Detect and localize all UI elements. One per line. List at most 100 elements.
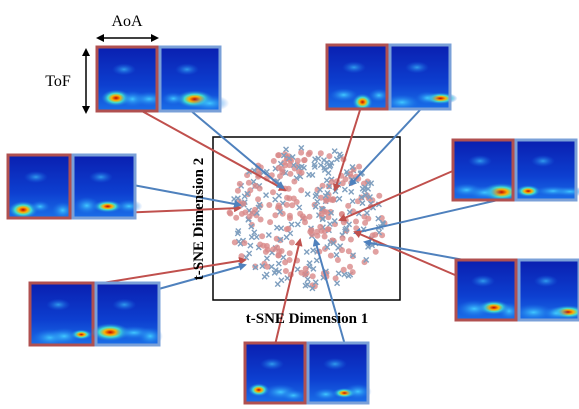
- point: [339, 247, 345, 253]
- heatmap: [30, 283, 93, 346]
- cross: [284, 235, 289, 240]
- blob: [24, 171, 48, 183]
- point: [253, 183, 259, 189]
- cross: [337, 196, 342, 201]
- point: [239, 253, 245, 259]
- blob: [190, 95, 229, 112]
- cross: [279, 226, 284, 231]
- point: [335, 257, 341, 263]
- cross: [334, 252, 339, 257]
- point: [275, 152, 281, 158]
- point: [279, 169, 285, 175]
- point: [326, 153, 332, 159]
- arrow: [90, 260, 245, 285]
- blob: [531, 155, 555, 167]
- point: [353, 219, 359, 225]
- heatmap: [384, 45, 457, 110]
- cross: [304, 250, 309, 255]
- cross: [276, 261, 281, 266]
- point: [339, 211, 345, 217]
- blob: [415, 92, 439, 105]
- point: [237, 181, 243, 187]
- heatmap: [516, 140, 579, 200]
- blob: [543, 307, 569, 320]
- point: [356, 164, 362, 170]
- cross: [350, 199, 355, 204]
- point: [270, 189, 276, 195]
- blob: [30, 201, 50, 213]
- point: [240, 201, 246, 207]
- point: [232, 239, 238, 245]
- blob: [467, 186, 502, 199]
- heatmap: [514, 260, 579, 321]
- point: [285, 226, 291, 232]
- cross: [295, 222, 300, 227]
- point: [347, 264, 353, 270]
- cross: [266, 232, 271, 237]
- point: [322, 234, 328, 240]
- point: [287, 171, 293, 177]
- point: [287, 215, 293, 221]
- heatmap: [245, 343, 305, 403]
- cross: [315, 199, 320, 204]
- cross: [264, 256, 269, 261]
- blob: [74, 197, 100, 215]
- heatmap: [451, 140, 522, 201]
- cross: [342, 272, 347, 277]
- scatter-points: [227, 145, 388, 291]
- cross: [305, 192, 310, 197]
- point: [353, 225, 359, 231]
- cross: [262, 274, 267, 279]
- cross: [360, 201, 365, 206]
- figure: AoA ToF t-SNE Dimension 1 t-SNE Dimensio…: [0, 0, 579, 409]
- heatmap: [90, 283, 162, 345]
- blob: [313, 388, 338, 400]
- cross: [364, 210, 369, 215]
- cross: [299, 145, 304, 150]
- point: [303, 266, 309, 272]
- aoa-label: AoA: [111, 13, 143, 30]
- cross: [249, 235, 254, 240]
- point: [242, 209, 248, 215]
- cross: [254, 235, 259, 240]
- cross: [284, 147, 289, 152]
- point: [266, 202, 272, 208]
- blob: [162, 92, 185, 105]
- point: [289, 240, 295, 246]
- point: [257, 242, 263, 248]
- arrow: [350, 110, 420, 185]
- cross: [335, 281, 340, 286]
- x-axis-label: t-SNE Dimension 1: [246, 311, 369, 327]
- cross: [321, 158, 326, 163]
- point: [264, 264, 270, 270]
- blob: [468, 155, 492, 167]
- cross: [276, 193, 281, 198]
- point: [348, 237, 354, 243]
- blob: [330, 88, 358, 101]
- point: [346, 248, 352, 254]
- arrow: [133, 185, 240, 205]
- blob: [112, 299, 136, 311]
- point: [310, 273, 316, 279]
- blob: [112, 63, 136, 75]
- cross: [248, 243, 253, 248]
- cross: [327, 222, 332, 227]
- point: [284, 202, 290, 208]
- cross: [279, 278, 284, 283]
- blob: [89, 171, 113, 183]
- point: [246, 180, 252, 186]
- point: [318, 150, 324, 156]
- point: [265, 247, 271, 253]
- blob: [534, 275, 558, 287]
- point: [233, 215, 239, 221]
- heatmaps: [8, 45, 579, 403]
- cross: [324, 178, 329, 183]
- point: [373, 249, 379, 255]
- point: [301, 157, 307, 163]
- cross: [310, 173, 315, 178]
- point: [341, 267, 347, 273]
- heatmap: [327, 45, 389, 110]
- point: [317, 224, 323, 230]
- arrow: [355, 232, 455, 275]
- blob: [471, 275, 495, 287]
